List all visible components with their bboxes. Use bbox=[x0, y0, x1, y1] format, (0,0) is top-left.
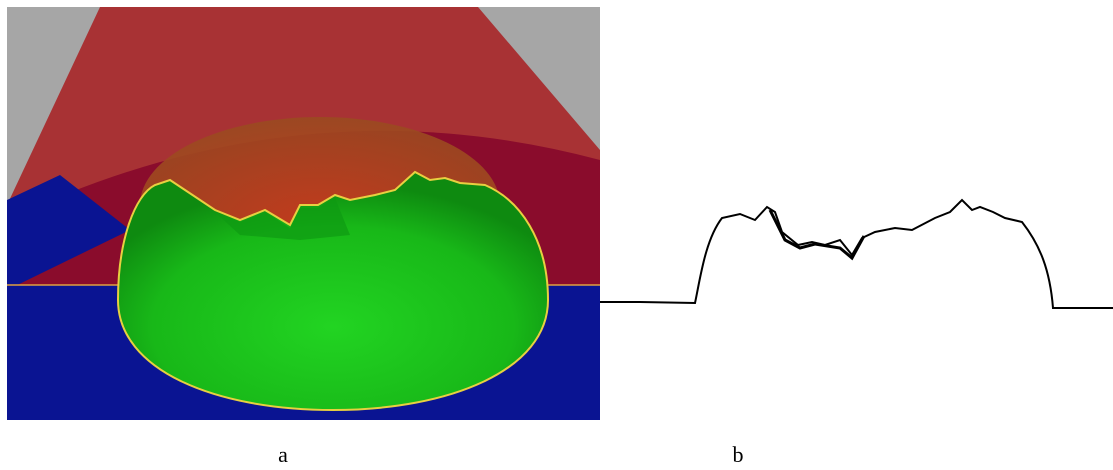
panel-a-image bbox=[7, 7, 600, 420]
panel-label: b bbox=[733, 442, 744, 467]
panel-b-profile bbox=[600, 200, 1113, 308]
figure: a b bbox=[0, 0, 1113, 470]
panel-label: a bbox=[278, 442, 288, 467]
